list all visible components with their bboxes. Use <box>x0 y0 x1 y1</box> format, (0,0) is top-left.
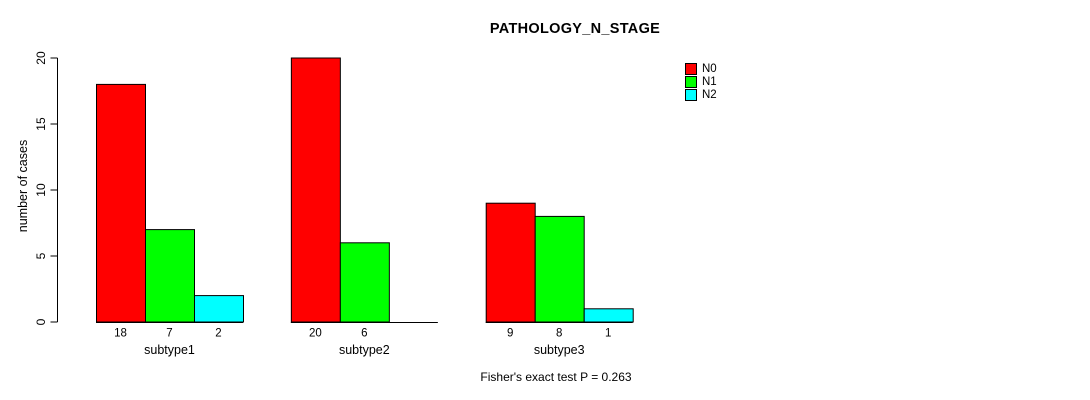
bar-value-label: 9 <box>507 328 513 340</box>
legend-label-N0: N0 <box>702 62 717 75</box>
bar-subtype2-N0 <box>290 57 341 323</box>
category-label: subtype1 <box>144 343 195 357</box>
legend-swatch-N1 <box>685 76 697 89</box>
bar-subtype1-N2 <box>194 295 244 323</box>
category-label: subtype2 <box>339 343 390 357</box>
bar-value-label: 20 <box>309 328 322 340</box>
legend-label-N1: N1 <box>702 76 717 89</box>
y-tick-label: 20 <box>34 51 48 65</box>
y-tick-label: 15 <box>34 117 48 131</box>
bar-value-label: 8 <box>556 328 562 340</box>
bar-value-label: 7 <box>166 328 172 340</box>
fisher-test-note: Fisher's exact test P = 0.263 <box>480 370 632 384</box>
legend-item-N2: N2 <box>685 89 717 102</box>
bar-value-label: 2 <box>215 328 221 340</box>
bar-subtype1-N0 <box>96 83 146 323</box>
chart-title: PATHOLOGY_N_STAGE <box>489 21 661 37</box>
legend-swatch-N0 <box>685 62 697 75</box>
legend-swatch-N2 <box>685 89 697 102</box>
bar-subtype2-N1 <box>339 242 390 323</box>
legend: N0 N1 N2 <box>685 62 717 102</box>
y-tick-label: 5 <box>34 252 48 259</box>
legend-label-N2: N2 <box>702 89 717 102</box>
bar-subtype1-N1 <box>145 229 195 323</box>
y-tick-label: 10 <box>34 183 48 197</box>
category-label: subtype3 <box>534 343 585 357</box>
bar-value-label: 18 <box>114 328 127 340</box>
bar-subtype3-N2 <box>583 308 634 323</box>
bar-subtype3-N1 <box>534 215 585 323</box>
bar-value-label: 1 <box>605 328 611 340</box>
legend-item-N0: N0 <box>685 62 717 75</box>
y-tick-label: 0 <box>34 318 48 325</box>
bar-value-label: 6 <box>361 328 367 340</box>
legend-item-N1: N1 <box>685 75 717 89</box>
bar-subtype3-N0 <box>485 202 536 323</box>
